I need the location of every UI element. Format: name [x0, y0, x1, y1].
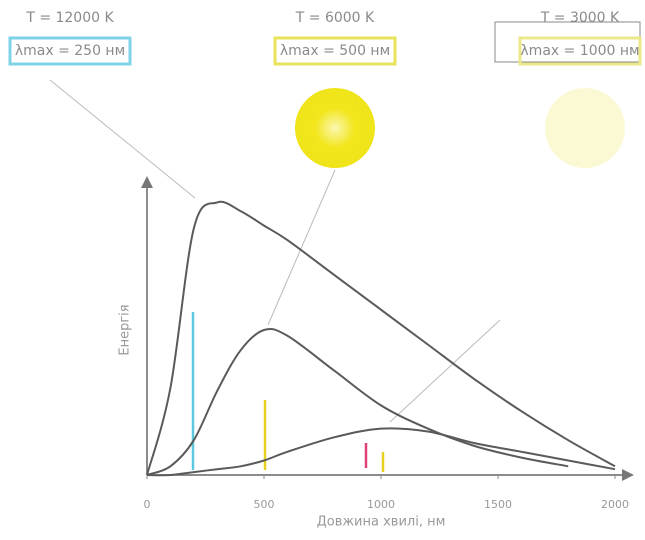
label-box: [8, 36, 132, 66]
y-axis-title: Енергія: [118, 304, 133, 355]
label-box: [518, 36, 642, 66]
series-name: T = 6000 K: [295, 10, 375, 26]
pointer: [267, 169, 336, 326]
x-tick-label: 500: [254, 498, 275, 511]
star-cool: [545, 88, 625, 168]
label-box: [273, 36, 397, 66]
curve: [146, 200, 616, 476]
series-name: T = 12000 K: [25, 10, 114, 26]
x-tick-label: 2000: [601, 498, 629, 511]
peak-label: λmax = 1000 нм: [520, 43, 639, 59]
series-name: T = 3000 K: [540, 10, 620, 26]
x-tick-label: 0: [144, 498, 151, 511]
peak-label: λmax = 500 нм: [280, 43, 390, 59]
star-hot: [295, 88, 375, 168]
curve: [146, 327, 569, 476]
x-tick-label: 1500: [484, 498, 512, 511]
x-axis-title: Довжина хвилі, нм: [317, 515, 446, 530]
x-tick-label: 1000: [367, 498, 395, 511]
pointer: [49, 79, 196, 199]
peak-label: λmax = 250 нм: [15, 43, 125, 59]
curve: [146, 427, 616, 477]
pointer: [389, 319, 501, 423]
